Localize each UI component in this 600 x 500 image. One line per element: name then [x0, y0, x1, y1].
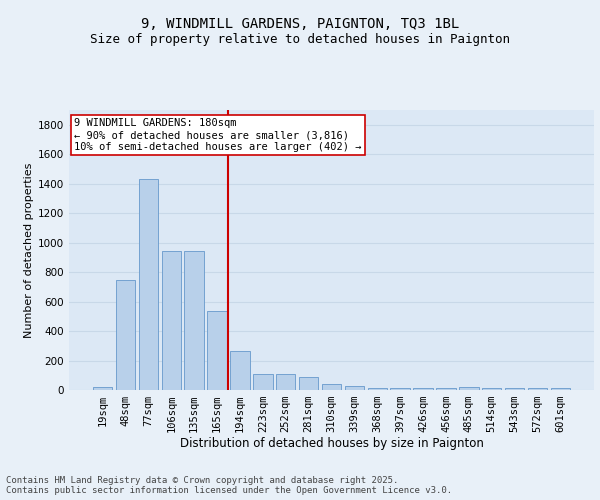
- Bar: [391, 388, 410, 390]
- Bar: [116, 280, 135, 390]
- Bar: [276, 374, 295, 390]
- Bar: [230, 350, 250, 390]
- Y-axis label: Number of detached properties: Number of detached properties: [24, 162, 34, 338]
- Bar: [322, 384, 341, 390]
- Bar: [184, 250, 204, 390]
- Text: 9 WINDMILL GARDENS: 180sqm
← 90% of detached houses are smaller (3,816)
10% of s: 9 WINDMILL GARDENS: 180sqm ← 90% of deta…: [74, 118, 362, 152]
- Bar: [551, 388, 570, 390]
- Bar: [253, 374, 272, 390]
- Bar: [299, 376, 319, 390]
- Bar: [368, 388, 387, 390]
- Bar: [459, 387, 479, 390]
- Text: Size of property relative to detached houses in Paignton: Size of property relative to detached ho…: [90, 32, 510, 46]
- Bar: [139, 178, 158, 390]
- Bar: [482, 388, 502, 390]
- Text: 9, WINDMILL GARDENS, PAIGNTON, TQ3 1BL: 9, WINDMILL GARDENS, PAIGNTON, TQ3 1BL: [141, 18, 459, 32]
- Bar: [413, 388, 433, 390]
- Bar: [93, 387, 112, 390]
- Bar: [505, 388, 524, 390]
- Bar: [344, 386, 364, 390]
- Bar: [208, 311, 227, 390]
- X-axis label: Distribution of detached houses by size in Paignton: Distribution of detached houses by size …: [179, 436, 484, 450]
- Bar: [436, 388, 455, 390]
- Bar: [161, 250, 181, 390]
- Bar: [528, 388, 547, 390]
- Text: Contains HM Land Registry data © Crown copyright and database right 2025.
Contai: Contains HM Land Registry data © Crown c…: [6, 476, 452, 495]
